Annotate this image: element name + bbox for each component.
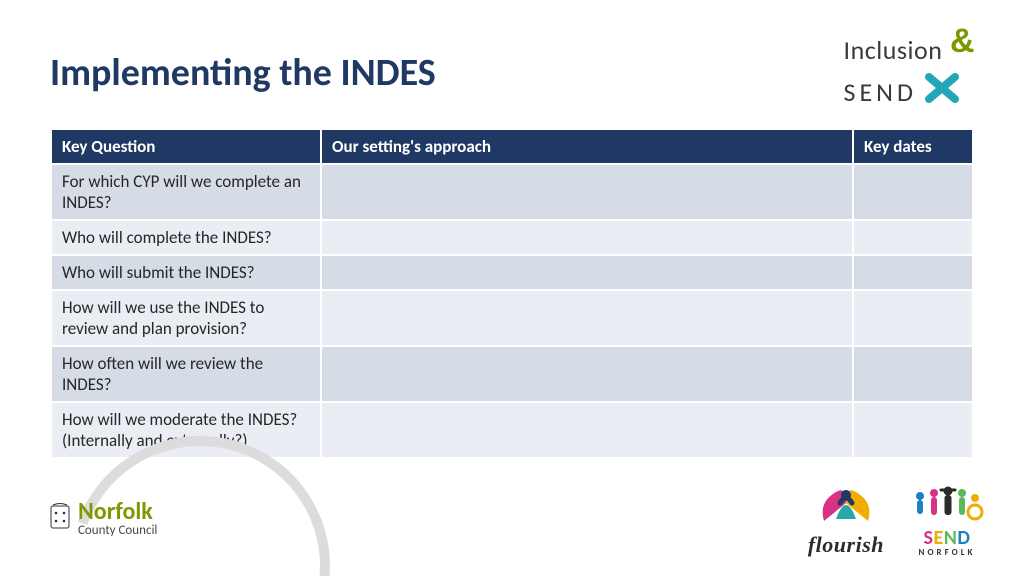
cell-approach	[321, 346, 853, 402]
send-logo-word: SEND	[908, 529, 986, 547]
flourish-icon	[816, 511, 876, 530]
col-header-question: Key Question	[51, 129, 321, 164]
send-people-icon	[908, 508, 986, 527]
footer: Norfolk County Council flourish	[0, 481, 1024, 576]
col-header-approach: Our setting's approach	[321, 129, 853, 164]
cell-dates	[853, 290, 973, 346]
inclusion-logo-line1: Inclusion	[844, 37, 943, 64]
table-row: For which CYP will we complete an INDES?	[51, 164, 973, 220]
cell-question: For which CYP will we complete an INDES?	[51, 164, 321, 220]
inclusion-logo-line2: SEND	[844, 79, 917, 106]
send-norfolk-logo: SEND NORFOLK	[908, 484, 986, 558]
norfolk-logo-sub: County Council	[78, 523, 157, 538]
cell-approach	[321, 220, 853, 255]
ampersand-icon-2	[925, 73, 959, 108]
cell-dates	[853, 255, 973, 290]
norfolk-county-council-logo: Norfolk County Council	[50, 501, 157, 538]
indes-table: Key Question Our setting's approach Key …	[50, 128, 974, 459]
cell-approach	[321, 164, 853, 220]
cell-dates	[853, 346, 973, 402]
norfolk-logo-name: Norfolk	[78, 501, 157, 523]
table-row: How will we use the INDES to review and …	[51, 290, 973, 346]
cell-approach	[321, 290, 853, 346]
cell-dates	[853, 402, 973, 458]
cell-dates	[853, 164, 973, 220]
cell-approach	[321, 402, 853, 458]
cell-question: Who will complete the INDES?	[51, 220, 321, 255]
table-header-row: Key Question Our setting's approach Key …	[51, 129, 973, 164]
page-title: Implementing the INDES	[50, 50, 436, 96]
cell-question: Who will submit the INDES?	[51, 255, 321, 290]
flourish-logo: flourish	[808, 481, 884, 558]
send-logo-sub: NORFOLK	[908, 547, 986, 558]
table-row: Who will submit the INDES?	[51, 255, 973, 290]
table-row: How often will we review the INDES?	[51, 346, 973, 402]
slide: Implementing the INDES Inclusion & SEND	[0, 0, 1024, 576]
col-header-dates: Key dates	[853, 129, 973, 164]
cell-question: How often will we review the INDES?	[51, 346, 321, 402]
ampersand-icon: &	[950, 20, 984, 81]
flourish-logo-word: flourish	[808, 532, 884, 558]
cell-dates	[853, 220, 973, 255]
cell-approach	[321, 255, 853, 290]
svg-text:&: &	[950, 22, 975, 60]
crest-icon	[50, 503, 70, 536]
cell-question: How will we use the INDES to review and …	[51, 290, 321, 346]
table-row: Who will complete the INDES?	[51, 220, 973, 255]
inclusion-send-logo: Inclusion & SEND	[844, 20, 984, 110]
